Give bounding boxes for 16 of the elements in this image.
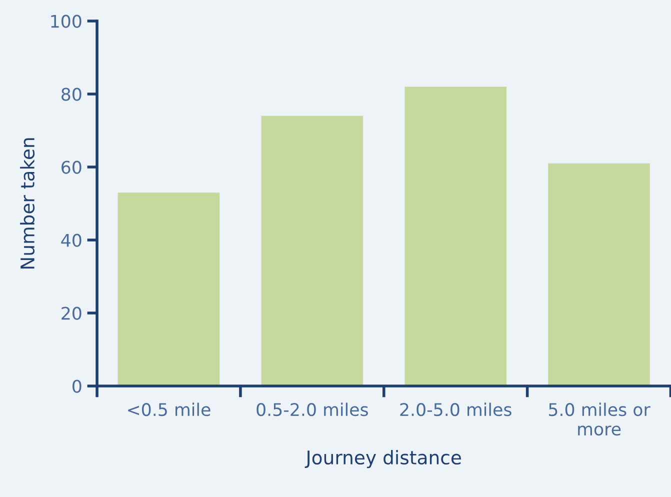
y-axis-title: Number taken [20, 138, 35, 269]
x-tick-label: 2.0-5.0 miles [400, 402, 512, 416]
x-tick-label: 0.5-2.0 miles [256, 402, 368, 416]
y-tick-label: 20 [62, 306, 82, 320]
bar [548, 163, 650, 386]
bar [261, 116, 364, 386]
y-tick-label: 80 [62, 88, 82, 101]
y-tick-label: 0 [72, 380, 82, 393]
bar [118, 192, 220, 386]
y-tick-label: 60 [62, 160, 82, 174]
x-tick-label: <0.5 mile [128, 402, 210, 416]
y-tick-label: 40 [61, 234, 82, 247]
y-tick-label: 100 [51, 14, 82, 28]
x-tick-label: 5.0 miles or more [549, 402, 650, 436]
x-axis-title: Journey distance [304, 450, 461, 468]
bar [404, 86, 507, 386]
